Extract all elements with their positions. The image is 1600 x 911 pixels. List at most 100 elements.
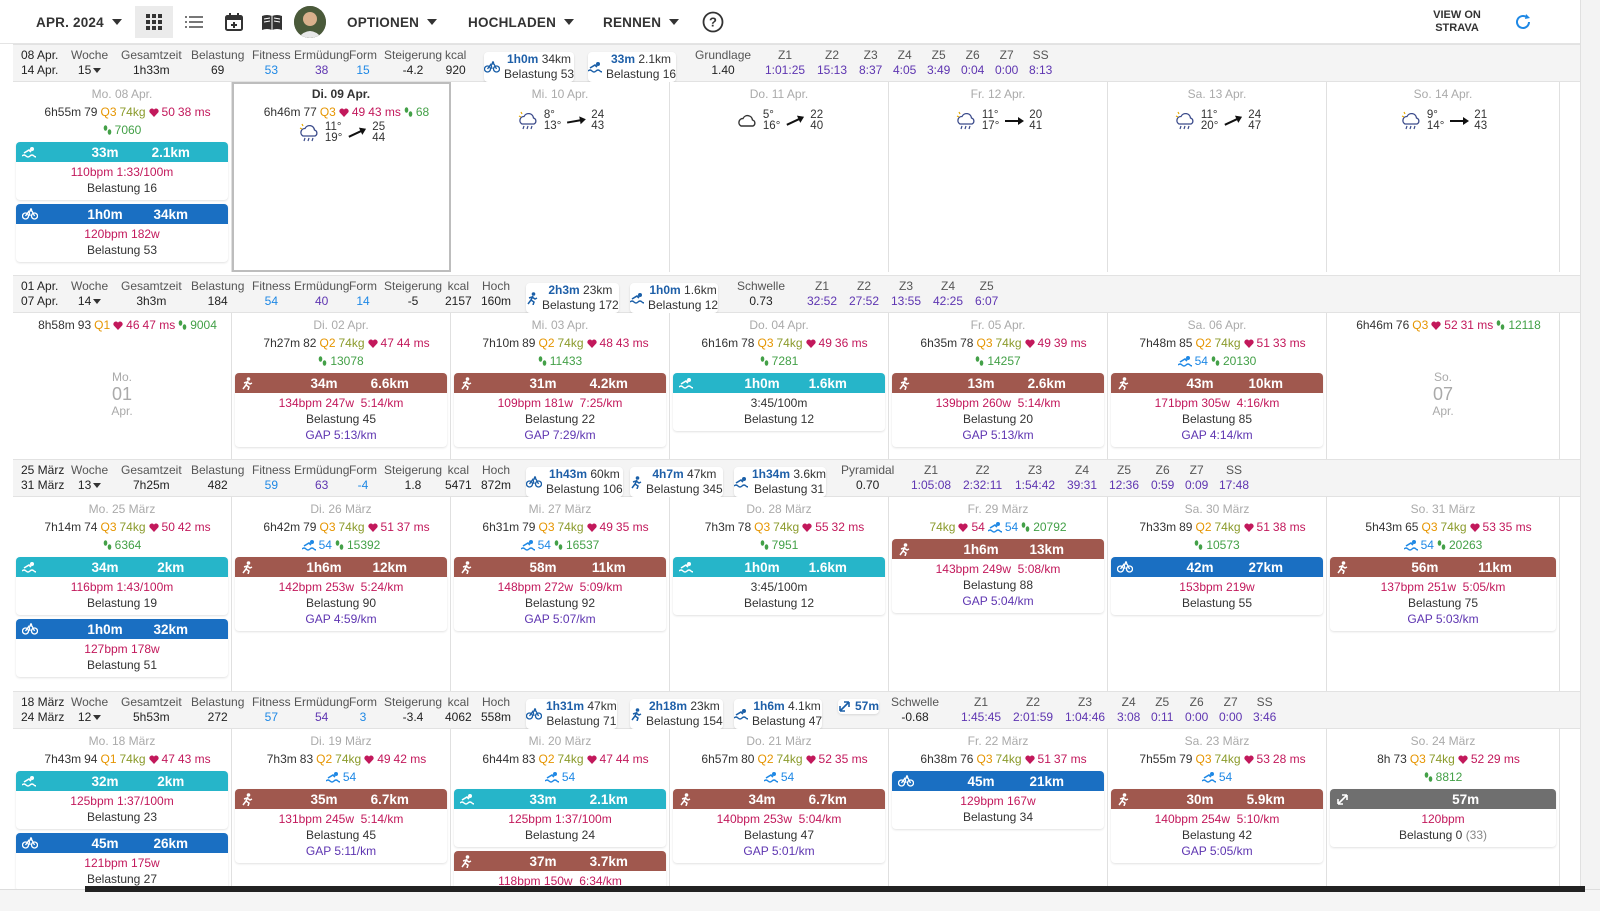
optionen-menu[interactable]: OPTIONEN xyxy=(347,0,438,44)
day-cell[interactable]: Fr. 05 Apr. 6h35m 78 Q3 74kg 49 39 ms 14257 13m 2… xyxy=(889,313,1108,459)
activity-header[interactable]: 1h0m 34km xyxy=(16,204,228,224)
activity-header[interactable]: 1h0m 1.6km xyxy=(673,557,885,577)
zone-label: Z2 xyxy=(825,48,840,62)
day-cell[interactable]: Mo. 08 Apr. 6h55m 79 Q3 74kg 50 38 ms 7060 33m 2.… xyxy=(13,82,232,272)
activity-card[interactable]: 1h6m 13km 143bpm 249w 5:08/km Belastung 88 G… xyxy=(892,539,1104,613)
summary-woche-value[interactable]: 15 xyxy=(71,63,108,78)
heart-icon xyxy=(586,338,597,348)
day-cell[interactable]: So. 31 März 5h43m 65 Q3 74kg 53 35 ms 54 20263 56… xyxy=(1327,497,1560,691)
horizontal-scrollbar[interactable] xyxy=(0,889,1600,911)
day-cell[interactable]: Sa. 23 März 7h55m 79 Q3 74kg 53 28 ms 54 30m 5.9k… xyxy=(1108,729,1327,889)
activity-card[interactable]: 45m 26km 121bpm 175w Belastung 27 xyxy=(16,833,228,889)
day-cell[interactable]: Fr. 12 Apr. 11° 17° 20 41 xyxy=(889,82,1108,272)
view-on-strava-button[interactable]: VIEW ON STRAVA xyxy=(1425,9,1489,35)
activity-card[interactable]: 13m 2.6km 139bpm 260w 5:14/km Belastung 20 G… xyxy=(892,373,1104,447)
day-cell[interactable]: Di. 09 Apr. 6h46m 77 Q3 49 43 ms 68 11° 19° 25 44 xyxy=(232,82,451,272)
activity-card[interactable]: 56m 11km 137bpm 251w 5:05/km Belastung 75 GA… xyxy=(1330,557,1556,631)
day-cell[interactable]: Do. 21 März 6h57m 80 Q2 74kg 52 35 ms 54 34m 6.7k… xyxy=(670,729,889,889)
day-cell[interactable]: Fr. 29 März 74kg 54 54 20792 1h6m 13km 143bpm 2… xyxy=(889,497,1108,691)
day-cell[interactable]: Do. 04 Apr. 6h16m 78 Q3 74kg 49 36 ms 7281 1h0m 1… xyxy=(670,313,889,459)
activity-card[interactable]: 31m 4.2km 109bpm 181w 7:25/km Belastung 22 G… xyxy=(454,373,666,447)
activity-header[interactable]: 57m xyxy=(1330,789,1556,809)
activity-card[interactable]: 34m 2km 116bpm 1:43/100m Belastung 19 xyxy=(16,557,228,615)
day-cell[interactable]: Mo. 25 März 7h14m 74 Q3 74kg 50 42 ms 6364 34m 2k… xyxy=(13,497,232,691)
activity-card[interactable]: 1h0m 32km 127bpm 178w Belastung 51 xyxy=(16,619,228,677)
rennen-menu[interactable]: RENNEN xyxy=(603,0,680,44)
swim-icon xyxy=(588,62,602,73)
day-cell[interactable]: Sa. 06 Apr. 7h48m 85 Q2 74kg 51 33 ms 54 20130 43… xyxy=(1108,313,1327,459)
help-button[interactable]: ? xyxy=(694,6,732,38)
grid-view-button[interactable] xyxy=(135,6,173,38)
activity-card[interactable]: 33m 2.1km 125bpm 1:37/100m Belastung 24 xyxy=(454,789,666,847)
activity-header[interactable]: 31m 4.2km xyxy=(454,373,666,393)
day-cell[interactable]: Fr. 22 März 6h38m 76 Q3 74kg 51 37 ms 45m 21km 12… xyxy=(889,729,1108,889)
activity-card[interactable]: 43m 10km 171bpm 305w 4:16/km Belastung 85 GA… xyxy=(1111,373,1323,447)
activity-card[interactable]: 34m 6.6km 134bpm 247w 5:14/km Belastung 45 G… xyxy=(235,373,447,447)
day-cell[interactable]: So. 14 Apr. 9° 14° 21 43 xyxy=(1327,82,1560,272)
activity-header[interactable]: 33m 2.1km xyxy=(454,789,666,809)
day-cell[interactable]: Mi. 20 März 6h44m 83 Q2 74kg 47 44 ms 54 33m 2.1k… xyxy=(451,729,670,889)
activity-card[interactable]: 34m 6.7km 140bpm 253w 5:04/km Belastung 47 G… xyxy=(673,789,885,863)
day-cell[interactable]: 6h46m 76 Q3 52 31 ms 12118 So. 07 Apr. xyxy=(1327,313,1560,459)
activity-header[interactable]: 56m 11km xyxy=(1330,557,1556,577)
activity-card[interactable]: 57m 120bpm Belastung 0 (33) xyxy=(1330,789,1556,847)
activity-header[interactable]: 58m 11km xyxy=(454,557,666,577)
activity-header[interactable]: 1h0m 32km xyxy=(16,619,228,639)
activity-header[interactable]: 1h6m 13km xyxy=(892,539,1104,559)
day-cell[interactable]: Mi. 03 Apr. 7h10m 89 Q2 74kg 48 43 ms 11433 31m 4… xyxy=(451,313,670,459)
scrollbar-thumb[interactable] xyxy=(85,886,1585,892)
activity-card[interactable]: 1h0m 1.6km 3:45/100m Belastung 12 xyxy=(673,557,885,615)
activity-header[interactable]: 37m 3.7km xyxy=(454,851,666,871)
day-cell[interactable]: Sa. 13 Apr. 11° 20° 24 47 xyxy=(1108,82,1327,272)
activity-header[interactable]: 45m 26km xyxy=(16,833,228,853)
day-cell[interactable]: Do. 28 März 7h3m 78 Q3 74kg 55 32 ms 7951 1h0m 1.… xyxy=(670,497,889,691)
day-cell[interactable]: Mi. 27 März 6h31m 79 Q3 74kg 49 35 ms 54 16537 58… xyxy=(451,497,670,691)
summary-hoch: Hoch 160m xyxy=(481,279,511,309)
book-button[interactable] xyxy=(253,6,291,38)
summary-woche-value[interactable]: 14 xyxy=(71,294,108,309)
activity-header[interactable]: 32m 2km xyxy=(16,771,228,791)
day-stats: 7h3m 78 Q3 74kg 55 32 ms xyxy=(670,519,888,535)
day-cell[interactable]: Do. 11 Apr. 5° 16° 22 40 xyxy=(670,82,889,272)
activity-card[interactable]: 1h6m 12km 142bpm 253w 5:24/km Belastung 90 G… xyxy=(235,557,447,631)
activity-header[interactable]: 34m 6.7km xyxy=(673,789,885,809)
activity-header[interactable]: 43m 10km xyxy=(1111,373,1323,393)
activity-card[interactable]: 1h0m 34km 120bpm 182w Belastung 53 xyxy=(16,204,228,262)
vertical-scrollbar[interactable] xyxy=(1580,0,1600,889)
day-cell[interactable]: Di. 26 März 6h42m 79 Q3 74kg 51 37 ms 54 15392 1h… xyxy=(232,497,451,691)
month-selector[interactable]: APR. 2024 xyxy=(36,0,122,44)
summary-woche-value[interactable]: 13 xyxy=(71,478,108,493)
activity-card[interactable]: 1h0m 1.6km 3:45/100m Belastung 12 xyxy=(673,373,885,431)
activity-header[interactable]: 34m 6.6km xyxy=(235,373,447,393)
day-cell[interactable]: 8h58m 93 Q1 46 47 ms 9004 Mo. 01 Apr. xyxy=(13,313,232,459)
summary-woche-value[interactable]: 12 xyxy=(71,710,108,725)
day-cell[interactable]: Di. 02 Apr. 7h27m 82 Q2 74kg 47 44 ms 13078 34m 6… xyxy=(232,313,451,459)
avatar[interactable] xyxy=(294,6,326,38)
activity-header[interactable]: 35m 6.7km xyxy=(235,789,447,809)
activity-header[interactable]: 13m 2.6km xyxy=(892,373,1104,393)
activity-header[interactable]: 45m 21km xyxy=(892,771,1104,791)
activity-header[interactable]: 42m 27km xyxy=(1111,557,1323,577)
day-cell[interactable]: Mi. 10 Apr. 8° 13° 24 43 xyxy=(451,82,670,272)
activity-header[interactable]: 33m 2.1km xyxy=(16,142,228,162)
activity-card[interactable]: 58m 11km 148bpm 272w 5:09/km Belastung 92 GA… xyxy=(454,557,666,631)
activity-card[interactable]: 33m 2.1km 110bpm 1:33/100m Belastung 16 xyxy=(16,142,228,200)
list-view-button[interactable] xyxy=(175,6,213,38)
activity-card[interactable]: 45m 21km 129bpm 167w Belastung 34 xyxy=(892,771,1104,829)
activity-card[interactable]: 30m 5.9km 140bpm 254w 5:10/km Belastung 42 G… xyxy=(1111,789,1323,863)
day-cell[interactable]: Mo. 18 März 7h43m 94 Q1 74kg 47 43 ms 32m 2km 125… xyxy=(13,729,232,889)
activity-header[interactable]: 1h6m 12km xyxy=(235,557,447,577)
activity-header[interactable]: 34m 2km xyxy=(16,557,228,577)
day-cell[interactable]: Sa. 30 März 7h33m 89 Q2 74kg 51 38 ms 10573 42m 2… xyxy=(1108,497,1327,691)
day-cell[interactable]: Di. 19 März 7h3m 83 Q2 74kg 49 42 ms 54 35m 6.7km… xyxy=(232,729,451,889)
day-cell[interactable]: So. 24 März 8h 73 Q3 74kg 52 29 ms 8812 57m 120bp… xyxy=(1327,729,1560,889)
activity-card[interactable]: 37m 3.7km 118bpm 150w 6:34/km xyxy=(454,851,666,889)
refresh-button[interactable] xyxy=(1504,6,1542,38)
activity-card[interactable]: 42m 27km 153bpm 219w Belastung 55 xyxy=(1111,557,1323,615)
activity-header[interactable]: 30m 5.9km xyxy=(1111,789,1323,809)
calendar-add-button[interactable] xyxy=(215,6,253,38)
activity-card[interactable]: 32m 2km 125bpm 1:37/100m Belastung 23 xyxy=(16,771,228,829)
hochladen-menu[interactable]: HOCHLADEN xyxy=(468,0,575,44)
activity-card[interactable]: 35m 6.7km 131bpm 245w 5:14/km Belastung 45 G… xyxy=(235,789,447,863)
activity-header[interactable]: 1h0m 1.6km xyxy=(673,373,885,393)
